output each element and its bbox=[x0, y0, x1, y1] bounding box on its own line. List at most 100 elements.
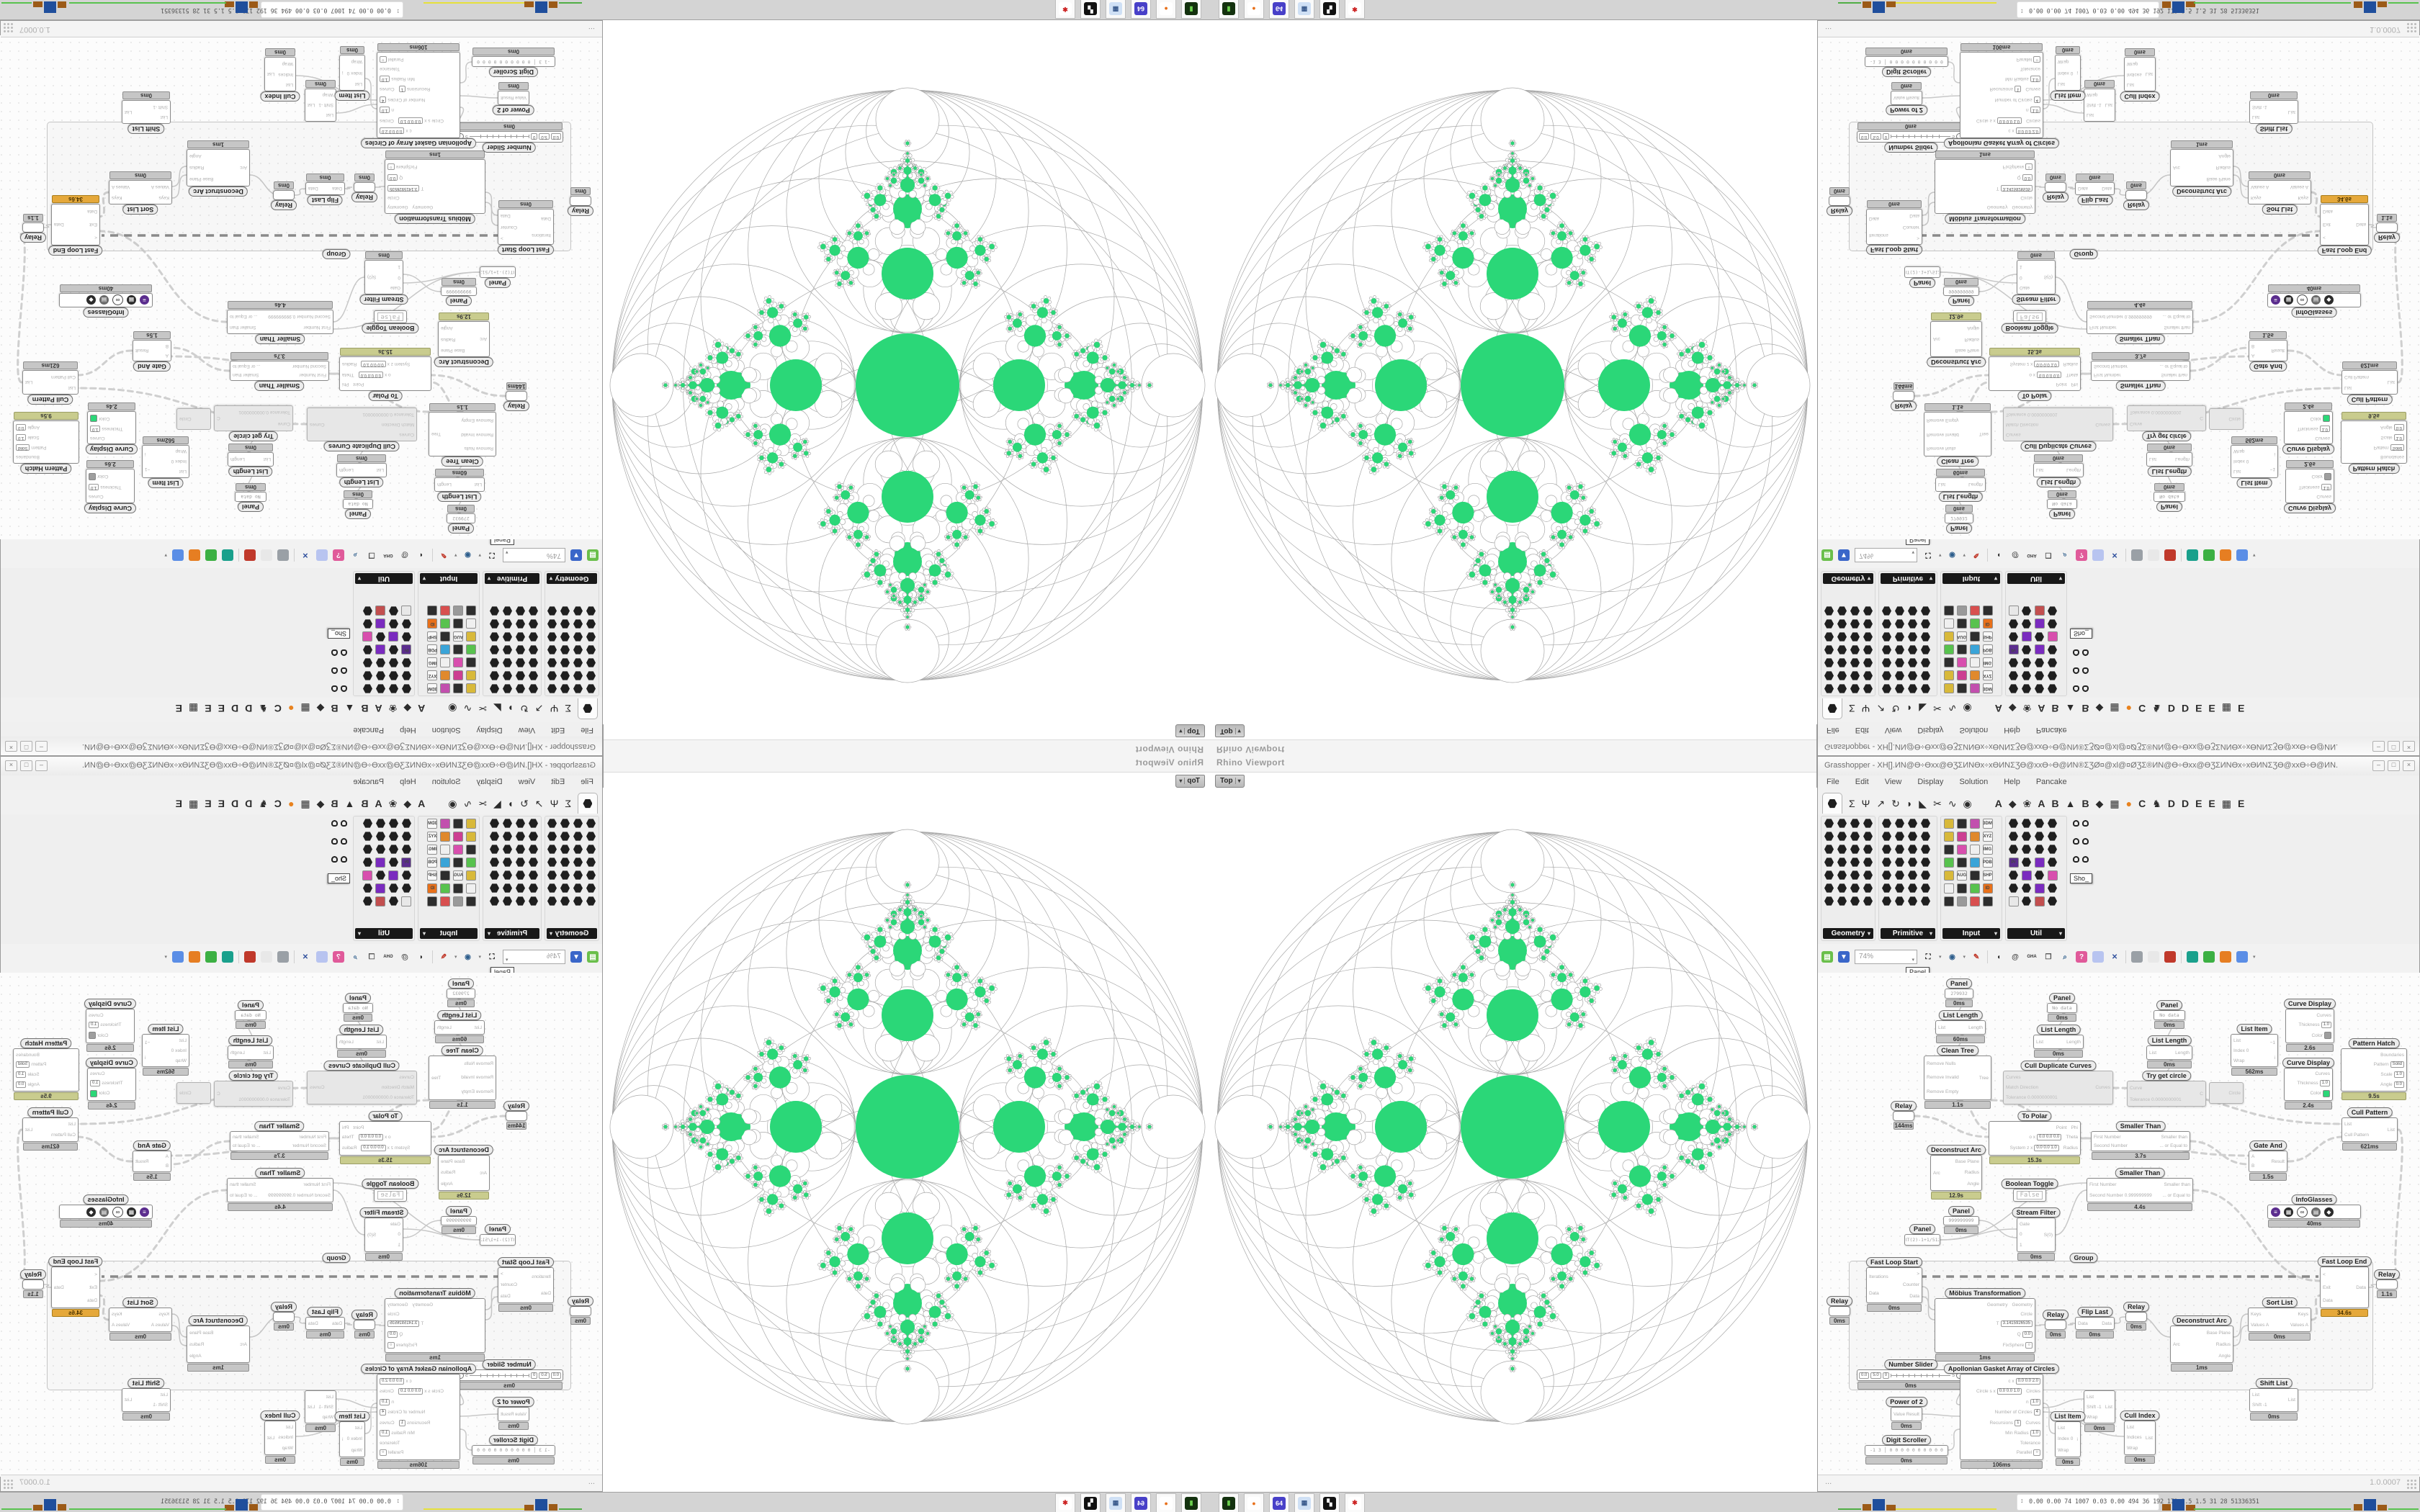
component-icon[interactable] bbox=[560, 818, 570, 829]
component-icon[interactable] bbox=[1920, 618, 1931, 629]
component-icon[interactable] bbox=[1920, 831, 1931, 842]
gem-gray-icon[interactable] bbox=[277, 549, 289, 561]
component-icon[interactable] bbox=[440, 631, 451, 642]
component-icon[interactable] bbox=[515, 870, 526, 881]
component-tab-24[interactable]: D bbox=[230, 797, 239, 809]
node-cull-index[interactable]: List Indices Wrap List bbox=[264, 57, 296, 91]
component-icon[interactable] bbox=[440, 844, 451, 855]
output-ports[interactable]: −1 i bbox=[145, 451, 151, 472]
component-icon[interactable] bbox=[375, 606, 386, 616]
component-icon[interactable] bbox=[2008, 883, 2019, 894]
component-icon[interactable] bbox=[440, 870, 451, 881]
taskbar-firefox-icon[interactable]: ● bbox=[1156, 1493, 1176, 1512]
component-icon[interactable]: Pr bbox=[401, 857, 412, 868]
gem-red-icon[interactable] bbox=[243, 549, 256, 561]
node-cull-pattern[interactable]: List Cull Pattern List bbox=[22, 1117, 79, 1142]
output-ports[interactable]: List bbox=[2387, 1127, 2395, 1133]
component-icon[interactable] bbox=[1863, 670, 1873, 681]
finder-icon[interactable]: ⌕ bbox=[2063, 551, 2067, 559]
input-chip[interactable]: 1.0 bbox=[90, 1079, 101, 1086]
node-curve-display[interactable]: Curves Thickness 1.0 Color bbox=[87, 411, 136, 444]
output-ports[interactable]: Length bbox=[2066, 1039, 2081, 1045]
save-icon[interactable]: ▼ bbox=[570, 549, 582, 561]
input-chip[interactable]: 0.0 bbox=[16, 1081, 27, 1088]
color-swatch[interactable] bbox=[2324, 472, 2331, 480]
component-icon[interactable] bbox=[453, 644, 464, 655]
gem-teal-icon[interactable] bbox=[2187, 951, 2199, 963]
component-icon[interactable] bbox=[1969, 818, 1980, 829]
input-chip[interactable]: 0.0 bbox=[387, 1331, 398, 1338]
component-icon[interactable]: AUG bbox=[453, 870, 464, 881]
component-tab-11[interactable]: A bbox=[1994, 797, 2002, 809]
component-tab-5[interactable]: ◗ bbox=[507, 797, 514, 809]
input-ports[interactable]: List bbox=[2149, 1050, 2157, 1056]
node-relay[interactable] bbox=[1893, 391, 1914, 401]
node-panel[interactable]: 279932 bbox=[447, 989, 475, 999]
component-icon[interactable] bbox=[375, 831, 386, 842]
component-icon[interactable] bbox=[1943, 657, 1954, 668]
component-icon[interactable] bbox=[1969, 606, 1980, 616]
component-icon[interactable]: Pr bbox=[401, 644, 412, 655]
node-shift-list[interactable]: List Shift -1 List bbox=[122, 1388, 171, 1412]
component-icon[interactable] bbox=[573, 683, 583, 694]
node-number-slider[interactable]: 0.0 5.0 0 5 bbox=[1857, 1369, 1965, 1381]
component-icon[interactable] bbox=[466, 896, 477, 906]
input-chip[interactable]: ○ bbox=[387, 1342, 395, 1349]
component-icon[interactable] bbox=[586, 896, 596, 906]
component-icon[interactable] bbox=[1837, 606, 1847, 616]
component-icon[interactable] bbox=[2034, 606, 2045, 616]
component-icon[interactable] bbox=[1837, 618, 1847, 629]
node-boolean-toggle[interactable]: False bbox=[374, 1189, 407, 1202]
node-smaller-than[interactable]: First Number Second Number 0.999999999 Sma… bbox=[227, 310, 333, 334]
component-icon[interactable] bbox=[2021, 657, 2032, 668]
component-icon[interactable]: ID bbox=[427, 883, 438, 894]
toggle-value[interactable]: False bbox=[2017, 312, 2043, 321]
component-icon[interactable] bbox=[401, 606, 412, 616]
component-icon[interactable] bbox=[2021, 606, 2032, 616]
component-icon[interactable] bbox=[489, 618, 500, 629]
component-tab-25[interactable]: E bbox=[2195, 797, 2202, 809]
component-icon[interactable] bbox=[547, 831, 557, 842]
taskbar-cat-icon[interactable]: ▚ bbox=[1319, 1493, 1340, 1512]
input-ports[interactable]: Arc bbox=[240, 1341, 247, 1347]
component-icon[interactable]: AUG bbox=[1956, 631, 1967, 642]
node-cull-duplicate-curves[interactable]: Curves Match Direction Tolerance 0.0000000… bbox=[307, 408, 417, 441]
component-icon[interactable] bbox=[466, 670, 477, 681]
taskbar-bug-icon[interactable]: ✱ bbox=[1345, 0, 1365, 19]
component-icon[interactable] bbox=[1863, 657, 1873, 668]
component-icon[interactable]: AUG bbox=[1956, 870, 1967, 881]
at-icon[interactable]: @ bbox=[2012, 551, 2019, 559]
component-icon[interactable] bbox=[440, 896, 451, 906]
component-icon[interactable] bbox=[2047, 618, 2058, 629]
component-tab-7[interactable]: ✂ bbox=[478, 703, 487, 715]
component-icon[interactable] bbox=[560, 831, 570, 842]
component-icon[interactable] bbox=[1969, 657, 1980, 668]
node-relay[interactable] bbox=[2376, 222, 2398, 233]
component-icon[interactable] bbox=[502, 670, 513, 681]
input-ports[interactable]: Gate 0 1 bbox=[390, 1221, 400, 1248]
component-icon[interactable] bbox=[2047, 644, 2058, 655]
slider-value[interactable]: 5.0 bbox=[539, 133, 550, 140]
gem-white-icon[interactable] bbox=[2148, 951, 2160, 963]
component-icon[interactable] bbox=[1943, 857, 1954, 868]
component-icon[interactable] bbox=[401, 844, 412, 855]
component-tab-28[interactable]: E bbox=[175, 703, 183, 715]
palette-group-label[interactable]: Geometry ▾ bbox=[547, 928, 597, 939]
component-tab-9[interactable]: ◉ bbox=[448, 797, 457, 809]
component-icon[interactable] bbox=[1956, 844, 1967, 855]
component-icon[interactable] bbox=[362, 844, 373, 855]
input-chip[interactable]: 1.0 bbox=[2030, 75, 2040, 82]
component-icon[interactable] bbox=[2021, 670, 2032, 681]
node-fast-loop-start[interactable]: Iterations Data > Counter Data bbox=[498, 209, 554, 245]
node-panel[interactable]: No data bbox=[235, 492, 266, 502]
component-icon[interactable]: SHP bbox=[1982, 631, 1993, 642]
component-icon[interactable] bbox=[1863, 883, 1873, 894]
component-icon[interactable] bbox=[401, 870, 412, 881]
close-button[interactable]: × bbox=[5, 741, 17, 752]
component-icon[interactable] bbox=[1850, 896, 1860, 906]
component-icon[interactable] bbox=[586, 818, 596, 829]
input-ports[interactable]: Arc bbox=[240, 165, 247, 171]
output-ports[interactable]: S(0) bbox=[367, 274, 377, 280]
component-icon[interactable] bbox=[2034, 831, 2045, 842]
component-tab-6[interactable]: ◣ bbox=[493, 703, 501, 715]
